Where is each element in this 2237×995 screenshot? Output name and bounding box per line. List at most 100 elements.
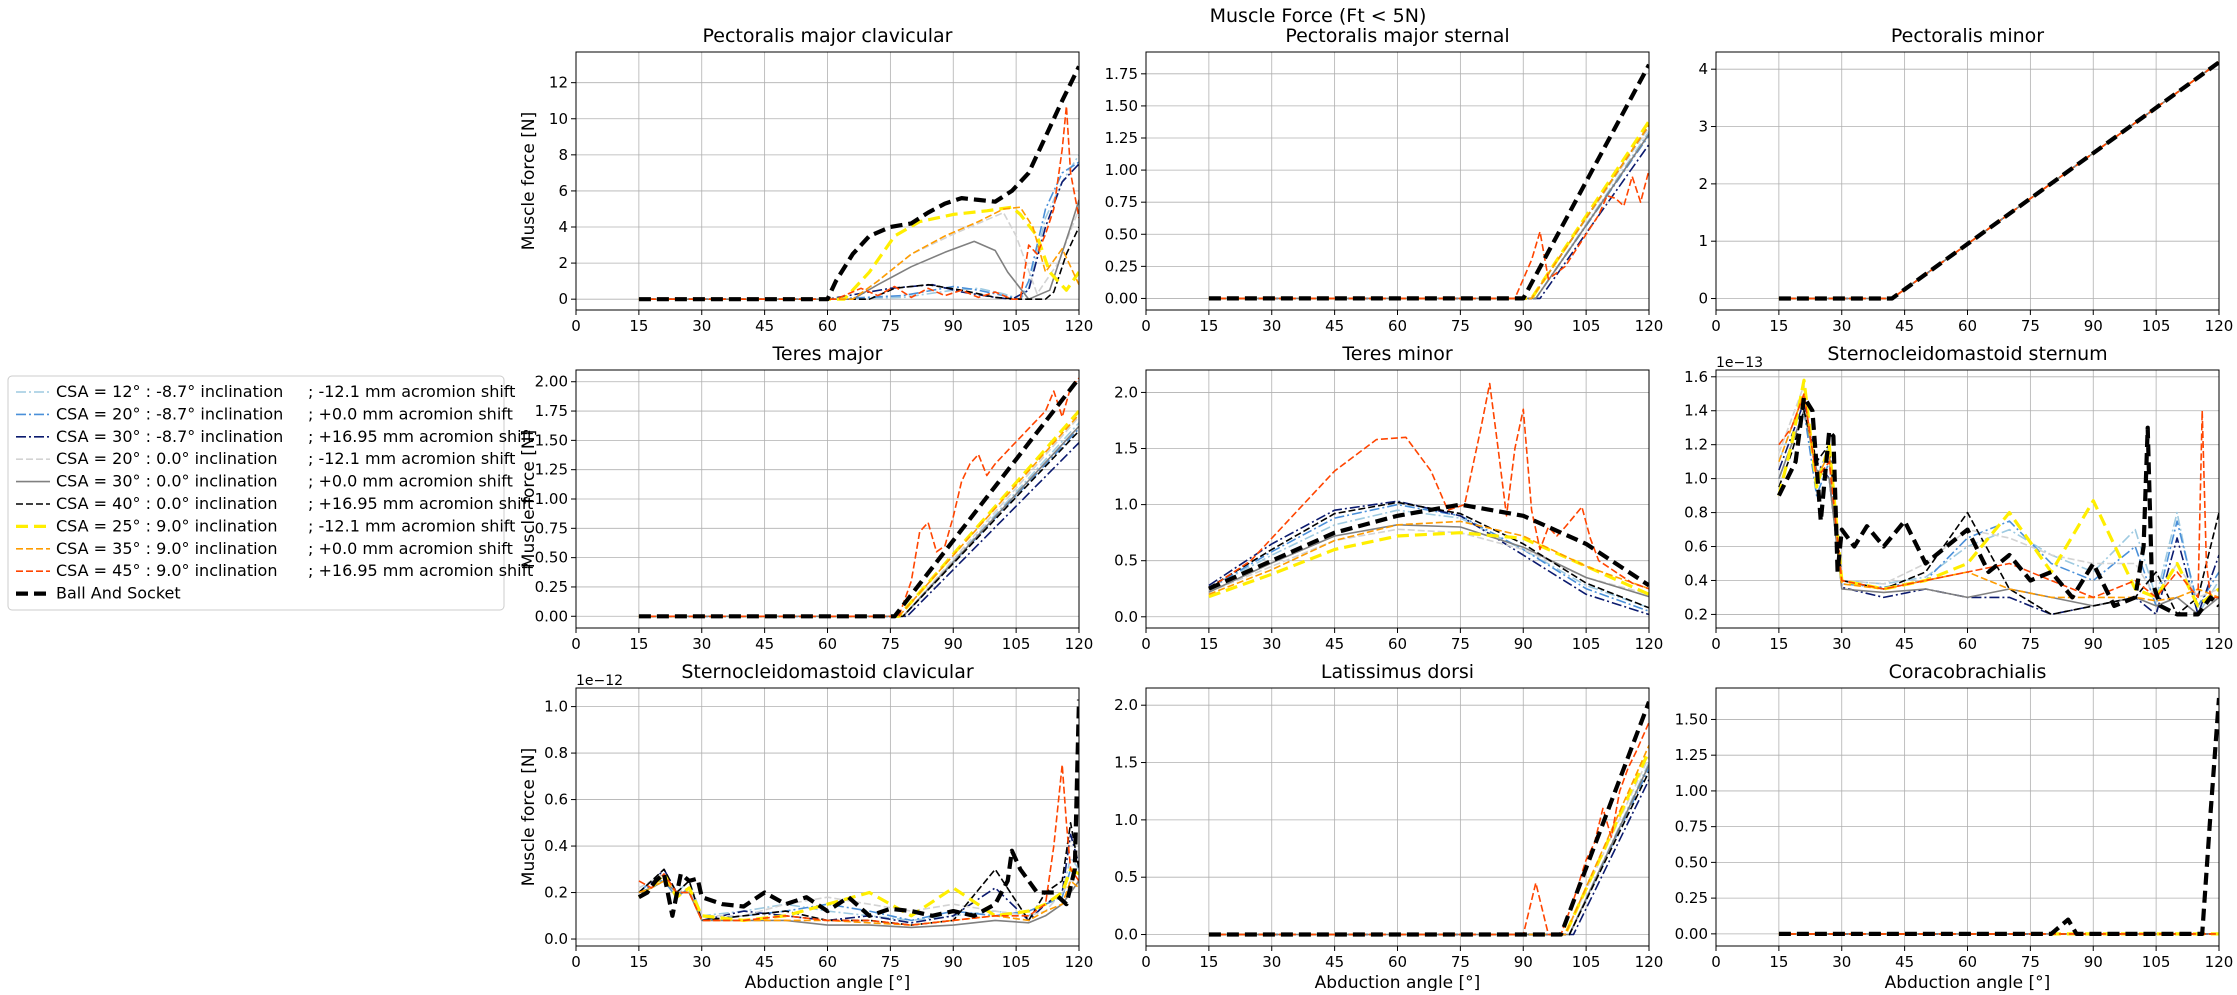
x-axis-label: Abduction angle [°] — [745, 973, 911, 991]
legend-label: Ball And Socket — [56, 584, 181, 603]
y-tick-label: 2.0 — [1114, 383, 1138, 401]
x-tick-label: 60 — [818, 317, 837, 335]
series-line — [638, 376, 1079, 619]
x-tick-label: 30 — [1262, 317, 1281, 335]
y-tick-label: 1.50 — [1675, 710, 1708, 728]
y-tick-label: 0.2 — [1684, 605, 1708, 623]
series-line — [638, 873, 1079, 917]
x-tick-label: 45 — [755, 953, 774, 971]
x-tick-label: 105 — [1572, 635, 1601, 653]
legend-shift-label: ; +16.95 mm acromion shift — [308, 561, 533, 580]
series-line — [638, 428, 1079, 618]
y-tick-label: 1.50 — [535, 431, 568, 449]
series-line — [1778, 61, 2219, 300]
series-line — [1208, 762, 1649, 936]
series-line — [638, 105, 1079, 301]
y-tick-label: 0.5 — [1114, 868, 1138, 886]
y-tick-label: 0.75 — [535, 519, 568, 537]
x-tick-label: 60 — [1388, 635, 1407, 653]
chart-panel: 0 15 30 45 60 75 90 105 120 0.0 0.2 0.4 0.6 0.8 1.0 Ste… — [519, 661, 1094, 993]
chart-panel: 0 15 30 45 60 75 90 105 120 0.00 0.25 0.50 0.75 1.00 1… — [1675, 661, 2234, 993]
x-tick-label: 60 — [1388, 317, 1407, 335]
x-tick-label: 90 — [2084, 635, 2103, 653]
y-tick-label: 0.4 — [544, 837, 568, 855]
y-tick-label: 1.5 — [1114, 440, 1138, 458]
chart-panel: 0 15 30 45 60 75 90 105 120 0 1 2 3 4 Pectoralis minor — [1698, 25, 2233, 335]
x-tick-label: 90 — [944, 317, 963, 335]
chart-panel: 0 15 30 45 60 75 90 105 120 0.00 0.25 0.50 0.75 1.00 1… — [1105, 25, 1664, 335]
x-tick-label: 15 — [1769, 317, 1788, 335]
x-tick-label: 15 — [629, 317, 648, 335]
y-tick-label: 0.2 — [544, 884, 568, 902]
series-line — [1778, 401, 2219, 616]
series-line — [1208, 520, 1649, 596]
series-line — [638, 442, 1079, 618]
x-tick-label: 60 — [818, 953, 837, 971]
series-line — [1208, 779, 1649, 936]
series-line — [1208, 127, 1649, 300]
chart-title: Teres minor — [1341, 343, 1453, 365]
x-tick-label: 0 — [1141, 317, 1151, 335]
y-tick-label: 2 — [1698, 175, 1708, 193]
y-tick-label: 0 — [558, 290, 568, 308]
x-tick-label: 105 — [2142, 317, 2171, 335]
x-tick-label: 120 — [1635, 635, 1664, 653]
x-tick-label: 75 — [1451, 953, 1470, 971]
series-line — [1778, 409, 2219, 607]
y-tick-label: 0.6 — [544, 791, 568, 809]
x-tick-label: 120 — [1065, 953, 1094, 971]
y-tick-label: 0.75 — [1105, 193, 1138, 211]
x-tick-label: 120 — [1635, 953, 1664, 971]
x-tick-label: 30 — [1262, 953, 1281, 971]
x-tick-label: 120 — [1065, 317, 1094, 335]
x-tick-label: 90 — [944, 635, 963, 653]
series-group — [637, 699, 1079, 929]
x-tick-label: 0 — [571, 317, 581, 335]
series-line — [1778, 61, 2219, 300]
y-tick-label: 0.8 — [544, 744, 568, 762]
x-tick-label: 15 — [1769, 635, 1788, 653]
y-tick-label: 1.00 — [535, 490, 568, 508]
x-tick-label: 15 — [629, 635, 648, 653]
x-tick-label: 90 — [1514, 635, 1533, 653]
legend-label: CSA = 12° : -8.7° inclination — [56, 382, 283, 401]
series-group — [1208, 63, 1649, 301]
x-tick-label: 105 — [1572, 317, 1601, 335]
y-tick-label: 1.75 — [535, 402, 568, 420]
series-line — [1778, 60, 2219, 301]
legend-label: CSA = 40° : 0.0° inclination — [56, 494, 277, 513]
chart-panel: 0 15 30 45 60 75 90 105 120 0.0 0.5 1.0 1.5 2.0 Teres … — [1114, 343, 1663, 653]
x-tick-label: 45 — [1325, 953, 1344, 971]
y-tick-label: 0.5 — [1114, 552, 1138, 570]
series-line — [638, 377, 1079, 618]
x-tick-label: 120 — [1065, 635, 1094, 653]
x-tick-label: 0 — [571, 953, 581, 971]
series-line — [638, 422, 1079, 618]
y-axis-label: Muscle force [N] — [519, 112, 539, 250]
series-line — [1208, 764, 1649, 936]
legend-box — [7, 375, 505, 611]
legend-label: CSA = 25° : 9.0° inclination — [56, 516, 277, 535]
figure-title: Muscle Force (Ft < 5N) — [1210, 5, 1427, 27]
x-tick-label: 0 — [1141, 635, 1151, 653]
x-tick-label: 75 — [2021, 317, 2040, 335]
x-tick-label: 75 — [881, 317, 900, 335]
series-line — [638, 409, 1079, 618]
x-tick-label: 30 — [1832, 953, 1851, 971]
x-tick-label: 75 — [2021, 635, 2040, 653]
legend-shift-label: ; -12.1 mm acromion shift — [308, 449, 515, 468]
x-tick-label: 75 — [881, 635, 900, 653]
x-tick-label: 45 — [1895, 953, 1914, 971]
x-tick-label: 30 — [1832, 317, 1851, 335]
y-tick-label: 0.50 — [1105, 225, 1138, 243]
x-tick-label: 105 — [2142, 953, 2171, 971]
x-tick-label: 120 — [2205, 953, 2234, 971]
x-tick-label: 75 — [881, 953, 900, 971]
series-line — [1208, 501, 1649, 609]
series-line — [1208, 124, 1649, 300]
y-tick-label: 0.50 — [535, 549, 568, 567]
x-axis-label: Abduction angle [°] — [1315, 973, 1481, 991]
legend-shift-label: ; +16.95 mm acromion shift — [308, 494, 533, 513]
y-tick-label: 6 — [558, 182, 568, 200]
